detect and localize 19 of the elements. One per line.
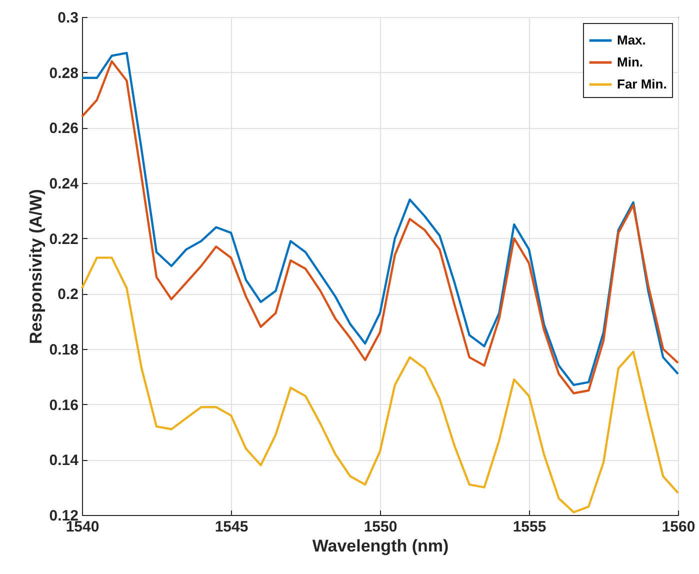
- y-tick-label: 0.16: [49, 396, 78, 414]
- y-tick-label: 0.14: [49, 452, 80, 470]
- legend-label: Max.: [617, 32, 646, 48]
- x-axis-title: Wavelength (nm): [312, 536, 449, 556]
- y-tick-label: 0.18: [49, 342, 78, 358]
- y-tick-label: 0.26: [49, 120, 78, 138]
- x-tick-label: 1550: [364, 518, 398, 536]
- x-tick-label: 1545: [214, 518, 248, 536]
- x-tick-label: 1560: [662, 518, 696, 536]
- legend-label: Far Min.: [617, 76, 667, 92]
- x-tick-label: 1555: [512, 518, 546, 536]
- y-tick-label: 0.28: [49, 64, 78, 82]
- y-tick-label: 0.22: [49, 230, 78, 248]
- line-series: [80, 256, 680, 514]
- y-tick-label: 0.24: [49, 176, 80, 192]
- y-axis-title: Responsivity (A/W): [26, 189, 46, 344]
- y-tick-label: 0.2: [58, 286, 78, 304]
- legend-label: Min.: [617, 54, 643, 70]
- y-tick-label: 0.3: [58, 10, 78, 26]
